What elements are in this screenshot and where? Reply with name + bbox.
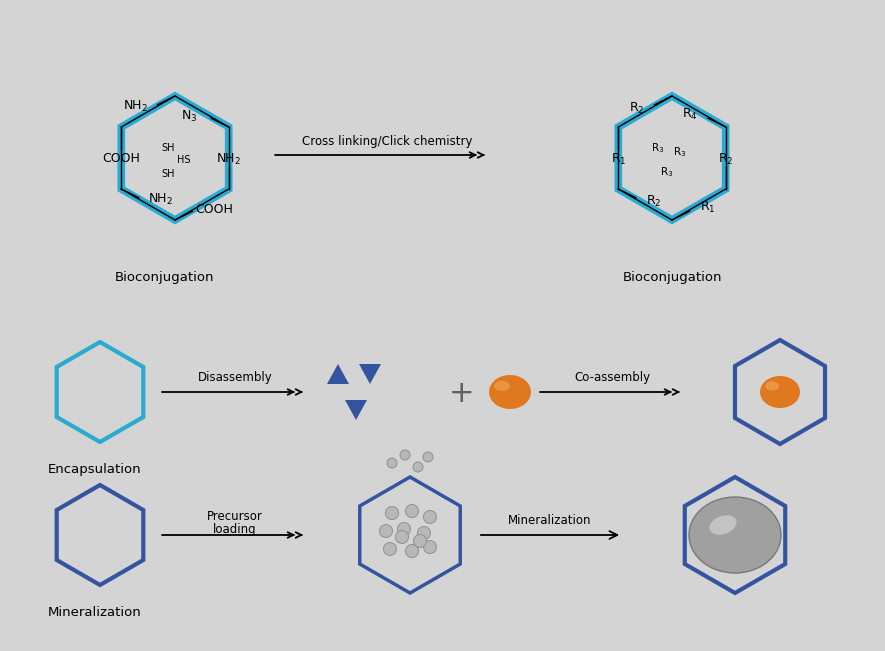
Text: R$_3$: R$_3$	[651, 141, 665, 155]
Circle shape	[405, 505, 419, 518]
Text: R$_3$: R$_3$	[673, 145, 687, 159]
Circle shape	[413, 462, 423, 472]
Text: SH: SH	[161, 143, 174, 153]
Text: NH$_2$: NH$_2$	[123, 99, 148, 115]
Circle shape	[400, 450, 410, 460]
Text: HS: HS	[177, 155, 190, 165]
Text: Mineralization: Mineralization	[508, 514, 592, 527]
Circle shape	[423, 452, 433, 462]
Text: R$_4$: R$_4$	[682, 107, 698, 122]
Text: R$_2$: R$_2$	[628, 102, 644, 117]
Text: R$_1$: R$_1$	[700, 200, 715, 215]
Text: NH$_2$: NH$_2$	[216, 152, 242, 167]
Ellipse shape	[765, 381, 779, 391]
Circle shape	[424, 540, 436, 553]
Polygon shape	[327, 364, 349, 384]
Circle shape	[397, 523, 411, 536]
Text: +: +	[450, 380, 475, 408]
Polygon shape	[345, 400, 367, 420]
Circle shape	[383, 542, 396, 555]
Circle shape	[387, 458, 397, 468]
Polygon shape	[359, 364, 381, 384]
Text: COOH: COOH	[196, 202, 234, 215]
Ellipse shape	[494, 381, 510, 391]
Text: loading: loading	[213, 523, 257, 536]
Text: Mineralization: Mineralization	[48, 607, 142, 620]
Text: N$_3$: N$_3$	[181, 109, 197, 124]
Text: COOH: COOH	[103, 152, 140, 165]
Text: SH: SH	[161, 169, 174, 179]
Text: Cross linking/Click chemistry: Cross linking/Click chemistry	[303, 135, 473, 148]
Circle shape	[413, 534, 427, 547]
Circle shape	[405, 544, 419, 557]
Text: Disassembly: Disassembly	[197, 372, 273, 385]
Ellipse shape	[489, 375, 531, 409]
Text: R$_2$: R$_2$	[718, 152, 734, 167]
Text: R$_1$: R$_1$	[611, 152, 626, 167]
Ellipse shape	[689, 497, 781, 573]
Text: R$_2$: R$_2$	[646, 194, 662, 210]
Text: Bioconjugation: Bioconjugation	[622, 271, 722, 284]
Ellipse shape	[710, 516, 736, 534]
Circle shape	[386, 506, 398, 519]
Circle shape	[380, 525, 393, 538]
Circle shape	[424, 510, 436, 523]
Text: Precursor: Precursor	[207, 510, 263, 523]
Circle shape	[418, 527, 430, 540]
Text: R$_3$: R$_3$	[660, 165, 673, 179]
Circle shape	[396, 531, 409, 544]
Text: Encapsulation: Encapsulation	[48, 464, 142, 477]
Text: Bioconjugation: Bioconjugation	[115, 271, 215, 284]
Ellipse shape	[760, 376, 800, 408]
Text: NH$_2$: NH$_2$	[149, 192, 173, 208]
Text: Co-assembly: Co-assembly	[574, 372, 650, 385]
